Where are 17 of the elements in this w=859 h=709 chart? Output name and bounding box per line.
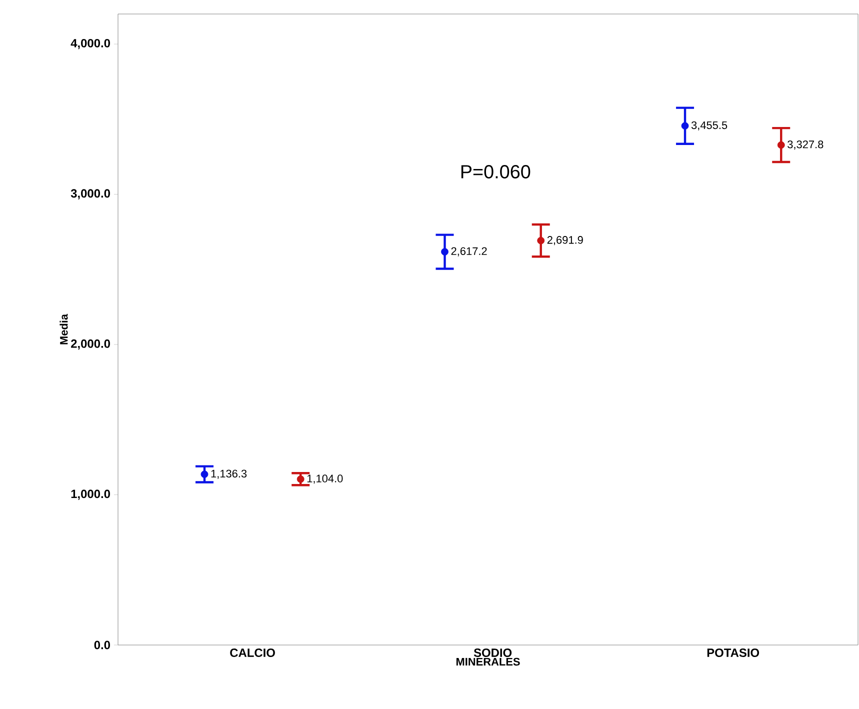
data-label: 3,455.5 xyxy=(691,121,728,130)
y-tick-label: 1,000.0 xyxy=(71,490,110,500)
y-axis-title: Media xyxy=(60,314,68,344)
x-tick-label: POTASIO xyxy=(707,648,760,657)
y-tick-label: 3,000.0 xyxy=(70,189,110,200)
data-label: 3,327.8 xyxy=(788,140,824,150)
data-label: 1,104.0 xyxy=(307,474,343,484)
y-tick-label: 2,000.0 xyxy=(71,339,110,350)
data-label: 2,691.9 xyxy=(547,236,583,246)
y-tick-label: 4,000.0 xyxy=(70,38,110,50)
data-label: 2,617.2 xyxy=(451,247,487,256)
y-tick-label: 0.0 xyxy=(94,640,110,650)
annotation: P=0.060 xyxy=(461,165,530,178)
x-tick-label: CALCIO xyxy=(230,648,275,657)
x-axis-title: MINERALES xyxy=(456,658,520,666)
x-tick-label: SODIO xyxy=(474,648,512,657)
data-label: 1,136.3 xyxy=(211,470,247,479)
